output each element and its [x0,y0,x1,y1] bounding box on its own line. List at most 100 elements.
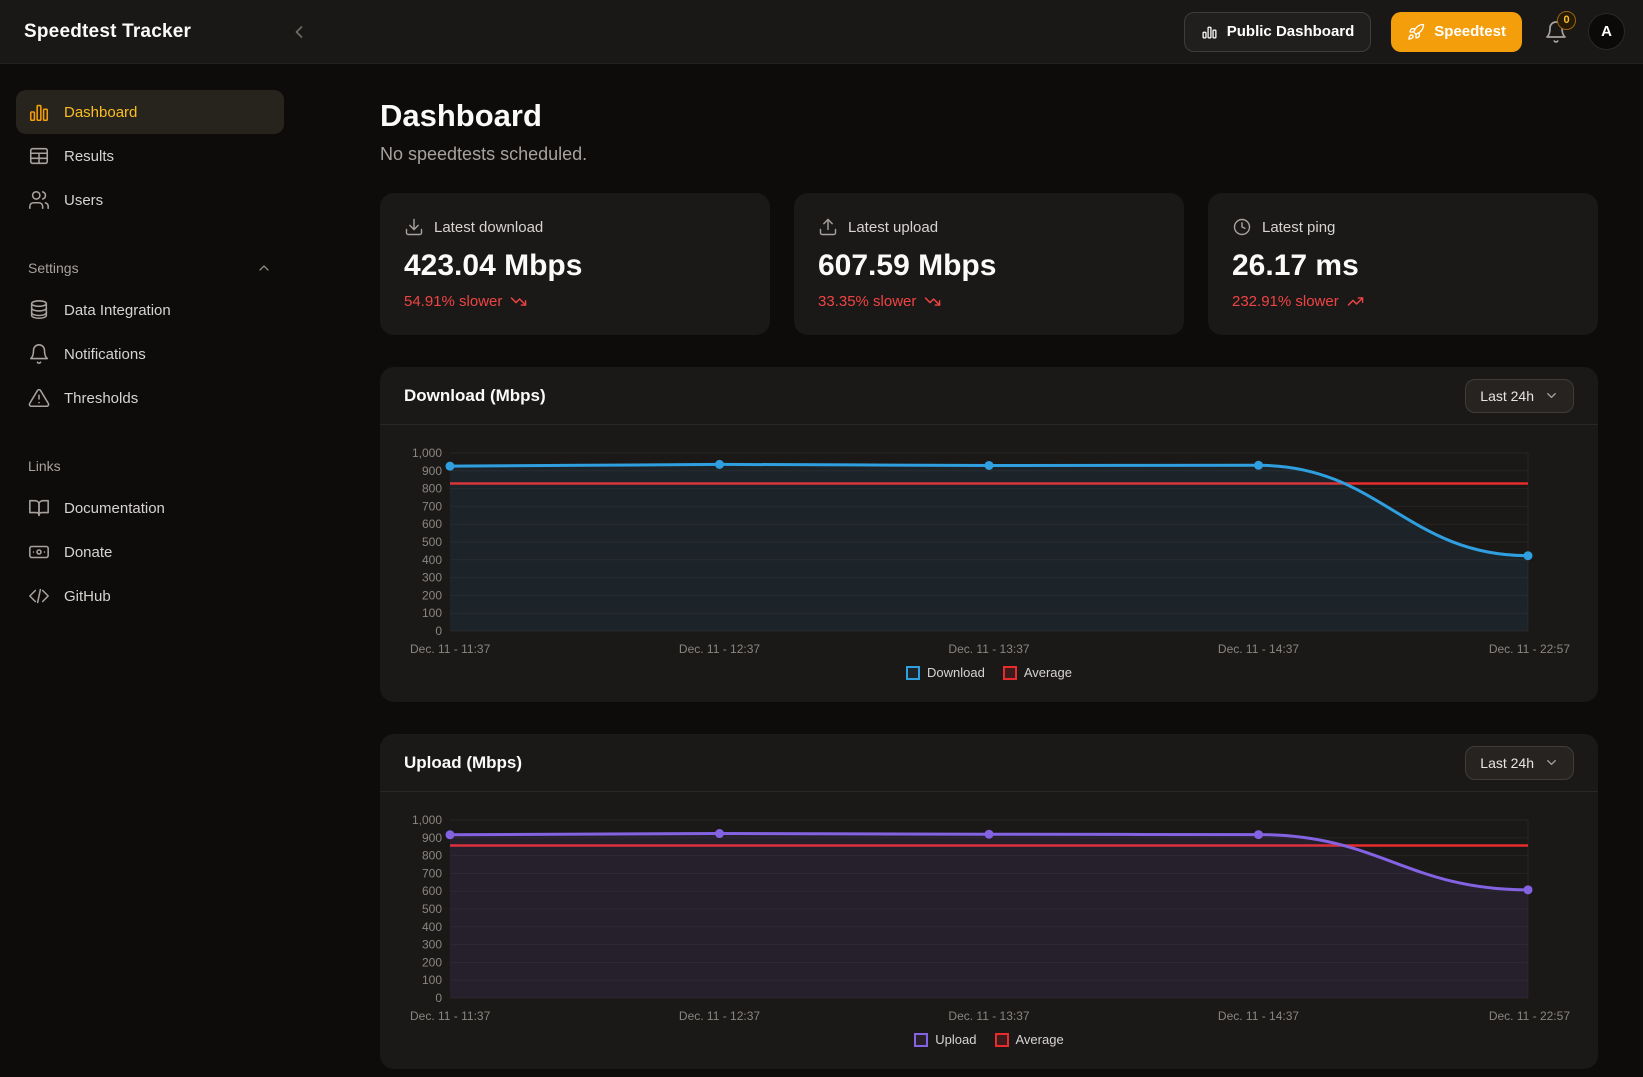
sidebar-item-notifications[interactable]: Notifications [16,332,284,376]
svg-text:Dec. 11 - 11:37: Dec. 11 - 11:37 [410,1009,491,1023]
book-open-icon [28,497,50,519]
svg-text:Dec. 11 - 22:57: Dec. 11 - 22:57 [1489,642,1570,656]
main-content: Dashboard No speedtests scheduled. Lates… [300,64,1643,1069]
stat-label: Latest upload [848,218,939,236]
speedtest-label: Speedtest [1434,23,1506,40]
stat-card-latest-download: Latest download 423.04 Mbps 54.91% slowe… [380,193,770,335]
database-icon [28,299,50,321]
svg-text:0: 0 [435,624,442,638]
svg-text:Dec. 11 - 12:37: Dec. 11 - 12:37 [679,1009,760,1023]
public-dashboard-button[interactable]: Public Dashboard [1183,11,1372,52]
topbar-actions: Public Dashboard Speedtest 0 A [1183,10,1625,52]
stat-delta: 54.91% slower [404,293,746,310]
sidebar-item-results[interactable]: Results [16,134,284,178]
sidebar-item-label: GitHub [64,587,111,605]
avatar[interactable]: A [1588,13,1625,50]
svg-text:700: 700 [422,866,442,880]
legend-label: Upload [935,1032,977,1047]
bar-chart-icon [28,101,50,123]
sidebar-item-label: Dashboard [64,103,138,121]
legend-swatch [1002,665,1017,680]
legend-item-average[interactable]: Average [994,1032,1064,1047]
links-section-label: Links [28,458,61,474]
chart-legend: Upload Average [404,1024,1574,1069]
sidebar-item-donate[interactable]: Donate [16,530,284,574]
bell-icon [1544,20,1568,44]
upload-line-chart[interactable]: 0 100 200 300 400 500 600 700 800 900 1,000 Dec. 11… [404,808,1574,1024]
stat-label: Latest ping [1262,218,1336,236]
download-line-chart[interactable]: 0 100 200 300 400 500 600 700 800 900 1,000 Dec. 11… [404,441,1574,657]
bell-icon [28,343,50,365]
svg-text:Dec. 11 - 14:37: Dec. 11 - 14:37 [1218,1009,1299,1023]
svg-text:500: 500 [422,902,442,916]
svg-text:200: 200 [422,588,442,602]
stat-delta: 33.35% slower [818,293,1160,310]
svg-text:100: 100 [422,973,442,987]
stats-row: Latest download 423.04 Mbps 54.91% slowe… [380,193,1598,335]
svg-text:200: 200 [422,955,442,969]
sidebar-section-settings[interactable]: Settings [16,260,284,276]
download-chart-card: Download (Mbps) Last 24h 0 100 200 300 400 50… [380,367,1598,702]
stat-card-latest-upload: Latest upload 607.59 Mbps 33.35% slower [794,193,1184,335]
sidebar-item-thresholds[interactable]: Thresholds [16,376,284,420]
clock-icon [1232,217,1252,237]
range-select[interactable]: Last 24h [1465,745,1574,780]
legend-label: Average [1015,1032,1064,1047]
sidebar-item-label: Donate [64,543,113,561]
stat-delta-text: 232.91% slower [1232,293,1339,310]
stat-label: Latest download [434,218,544,236]
public-dashboard-label: Public Dashboard [1226,23,1355,40]
svg-text:300: 300 [422,938,442,952]
legend-item-average[interactable]: Average [1002,665,1072,680]
trending-down-icon [924,293,941,310]
sidebar-item-dashboard[interactable]: Dashboard [16,90,284,134]
svg-text:1,000: 1,000 [412,813,442,827]
svg-text:100: 100 [422,606,442,620]
sidebar-item-documentation[interactable]: Documentation [16,486,284,530]
users-icon [28,189,50,211]
notification-count-badge: 0 [1557,10,1576,30]
speedtest-button[interactable]: Speedtest [1391,11,1522,52]
legend-swatch [914,1032,929,1047]
range-select-value: Last 24h [1480,754,1534,771]
bar-chart-icon [1201,23,1218,40]
svg-text:Dec. 11 - 11:37: Dec. 11 - 11:37 [410,642,491,656]
svg-text:400: 400 [422,553,442,567]
sidebar-item-github[interactable]: GitHub [16,574,284,618]
svg-text:Dec. 11 - 13:37: Dec. 11 - 13:37 [948,1009,1029,1023]
chevron-left-icon [289,22,309,42]
range-select[interactable]: Last 24h [1465,378,1574,413]
chevron-down-icon [1544,388,1559,403]
svg-text:900: 900 [422,831,442,845]
sidebar-section-links: Links [16,458,284,474]
legend-swatch [994,1032,1009,1047]
notifications-button[interactable]: 0 [1544,10,1576,44]
svg-text:Dec. 11 - 13:37: Dec. 11 - 13:37 [948,642,1029,656]
sidebar-item-label: Thresholds [64,389,139,407]
table-icon [28,145,50,167]
sidebar: Dashboard Results Users Settings Data In… [0,64,300,1069]
legend-label: Average [1023,665,1072,680]
legend-item-upload[interactable]: Upload [914,1032,977,1047]
range-select-value: Last 24h [1480,387,1534,404]
chart-title: Download (Mbps) [404,385,546,405]
svg-text:400: 400 [422,920,442,934]
sidebar-collapse-button[interactable] [289,22,309,42]
svg-text:500: 500 [422,535,442,549]
svg-text:1,000: 1,000 [412,446,442,460]
trending-down-icon [510,293,527,310]
svg-text:300: 300 [422,571,442,585]
legend-item-download[interactable]: Download [905,665,985,680]
svg-text:Dec. 11 - 12:37: Dec. 11 - 12:37 [679,642,760,656]
settings-section-label: Settings [28,260,79,276]
svg-text:0: 0 [435,991,442,1005]
chevron-up-icon [256,260,272,276]
stat-value: 423.04 Mbps [404,249,583,282]
svg-text:800: 800 [422,482,442,496]
alert-triangle-icon [28,387,50,409]
stat-delta-text: 54.91% slower [404,293,503,310]
stat-value: 26.17 ms [1232,249,1359,282]
app-title: Speedtest Tracker [24,20,192,42]
sidebar-item-users[interactable]: Users [16,178,284,222]
sidebar-item-data-integration[interactable]: Data Integration [16,288,284,332]
